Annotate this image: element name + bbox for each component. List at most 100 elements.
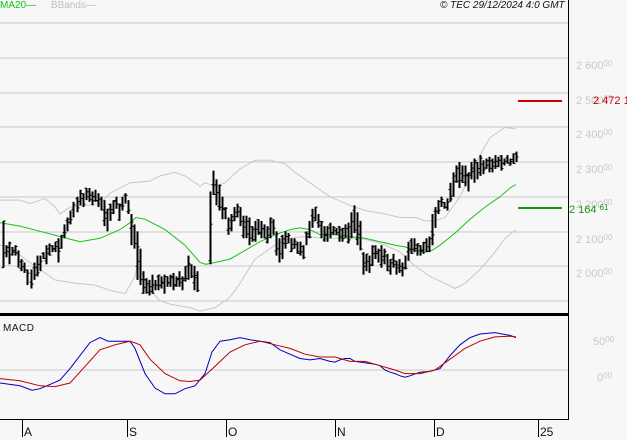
ohlc-bar	[469, 162, 474, 180]
ohlc-bar	[117, 203, 122, 221]
price-label-int: 2 600	[576, 60, 604, 72]
ohlc-bar	[451, 172, 456, 197]
ohlc-bar	[355, 212, 360, 246]
resistance-level-label: 2 472 1	[593, 95, 627, 107]
ohlc-bar	[286, 233, 291, 244]
macd-label-dec: 00	[605, 335, 615, 344]
ohlc-bar	[153, 279, 158, 291]
legend-bbands-swatch: —	[85, 0, 96, 11]
price-label-dec: 00	[603, 94, 613, 103]
ohlc-bar	[289, 238, 294, 253]
chart-frame	[0, 0, 569, 420]
support-decimals: 61	[599, 203, 609, 212]
ohlc-bar	[81, 193, 86, 208]
ohlc-bar	[316, 214, 321, 228]
ohlc-bar	[22, 262, 27, 273]
ohlc-bar	[328, 222, 333, 239]
ohlc-bar	[99, 196, 104, 211]
ohlc-bar	[358, 220, 363, 251]
price-axis-label: 2 10000	[576, 232, 612, 246]
macd-line	[0, 332, 517, 395]
price-label-int: 2 100	[576, 234, 604, 246]
ohlc-bar	[226, 217, 231, 235]
ohlc-bar	[96, 193, 101, 208]
ohlc-bar	[84, 187, 89, 201]
ohlc-bar	[16, 250, 21, 268]
ohlc-bar	[460, 165, 465, 183]
price-label-dec: 00	[603, 267, 613, 276]
ohlc-bar	[38, 255, 43, 272]
ohlc-bar	[129, 214, 134, 246]
ohlc-bar	[208, 191, 213, 265]
ohlc-bar	[499, 155, 504, 171]
ohlc-bar	[319, 220, 324, 239]
copyright-timestamp: © TEC 29/12/2024 4:0 GMT	[440, 0, 565, 11]
ohlc-bar	[313, 206, 318, 222]
price-label-int: 2 200	[576, 199, 604, 211]
ohlc-bar	[223, 207, 228, 220]
ohlc-bar	[418, 245, 423, 256]
ohlc-bar	[168, 274, 173, 287]
ohlc-bar	[123, 193, 128, 204]
ohlc-bar	[186, 255, 191, 280]
price-label-int: 2 300	[576, 164, 604, 176]
ohlc-bar	[1, 220, 6, 269]
ohlc-bar	[376, 248, 381, 263]
x-axis-label: 25	[540, 425, 554, 439]
x-axis-ticks	[22, 420, 539, 437]
ohlc-bar	[487, 156, 492, 173]
ohlc-bar	[250, 226, 255, 242]
ohlc-bar	[135, 231, 140, 280]
ohlc-bar	[220, 196, 225, 220]
ohlc-bar	[90, 191, 95, 206]
legend-bbands: BBands—	[51, 0, 96, 11]
ohlc-bar	[385, 253, 390, 272]
ohlc-bar	[346, 222, 351, 244]
x-axis-label: O	[228, 425, 238, 439]
ohlc-bar	[280, 234, 285, 260]
ohlc-bar	[364, 253, 369, 272]
price-axis-label: 2 20000	[576, 197, 612, 211]
ohlc-bar	[111, 200, 116, 214]
ohlc-bar	[253, 220, 258, 242]
ohlc-bar	[159, 276, 164, 289]
ohlc-bar	[412, 238, 417, 253]
price-label-dec: 00	[603, 128, 613, 137]
ohlc-bar	[505, 155, 510, 164]
support-level-label: 2 164 61	[569, 202, 609, 216]
x-axis-label: S	[129, 425, 138, 439]
ohlc-bar	[171, 272, 176, 291]
price-axis-label: 2 30000	[576, 162, 612, 176]
ohlc-bar	[325, 226, 330, 242]
macd-title: MACD	[3, 323, 35, 334]
ohlc-bar	[370, 245, 375, 266]
ohlc-bar	[217, 184, 222, 211]
ohlc-bar	[29, 269, 34, 289]
ohlc-bar	[195, 271, 200, 292]
price-axis-label: 2 50000	[576, 93, 612, 107]
ohlc-bars	[1, 151, 519, 296]
ohlc-bar	[424, 238, 429, 253]
ohlc-bar	[50, 245, 55, 253]
ohlc-bar	[262, 224, 267, 239]
ohlc-bar	[183, 266, 188, 282]
ohlc-bar	[442, 201, 447, 209]
ohlc-bar	[502, 158, 507, 166]
ohlc-bar	[138, 248, 143, 286]
bb-upper-band	[0, 126, 517, 222]
ohlc-bar	[144, 278, 149, 294]
ohlc-bar	[463, 165, 468, 187]
ohlc-bar	[448, 182, 453, 202]
ohlc-bar	[75, 196, 80, 213]
ohlc-bar	[78, 189, 83, 206]
ohlc-bar	[41, 252, 46, 260]
ohlc-bar	[472, 158, 477, 183]
macd-axis-label: 5000	[593, 334, 614, 348]
ohlc-bar	[508, 158, 513, 166]
ohlc-bar	[292, 238, 297, 249]
ohlc-bar	[35, 255, 40, 277]
ohlc-bar	[379, 245, 384, 268]
ohlc-bar	[427, 236, 432, 253]
ohlc-bar	[409, 238, 414, 254]
